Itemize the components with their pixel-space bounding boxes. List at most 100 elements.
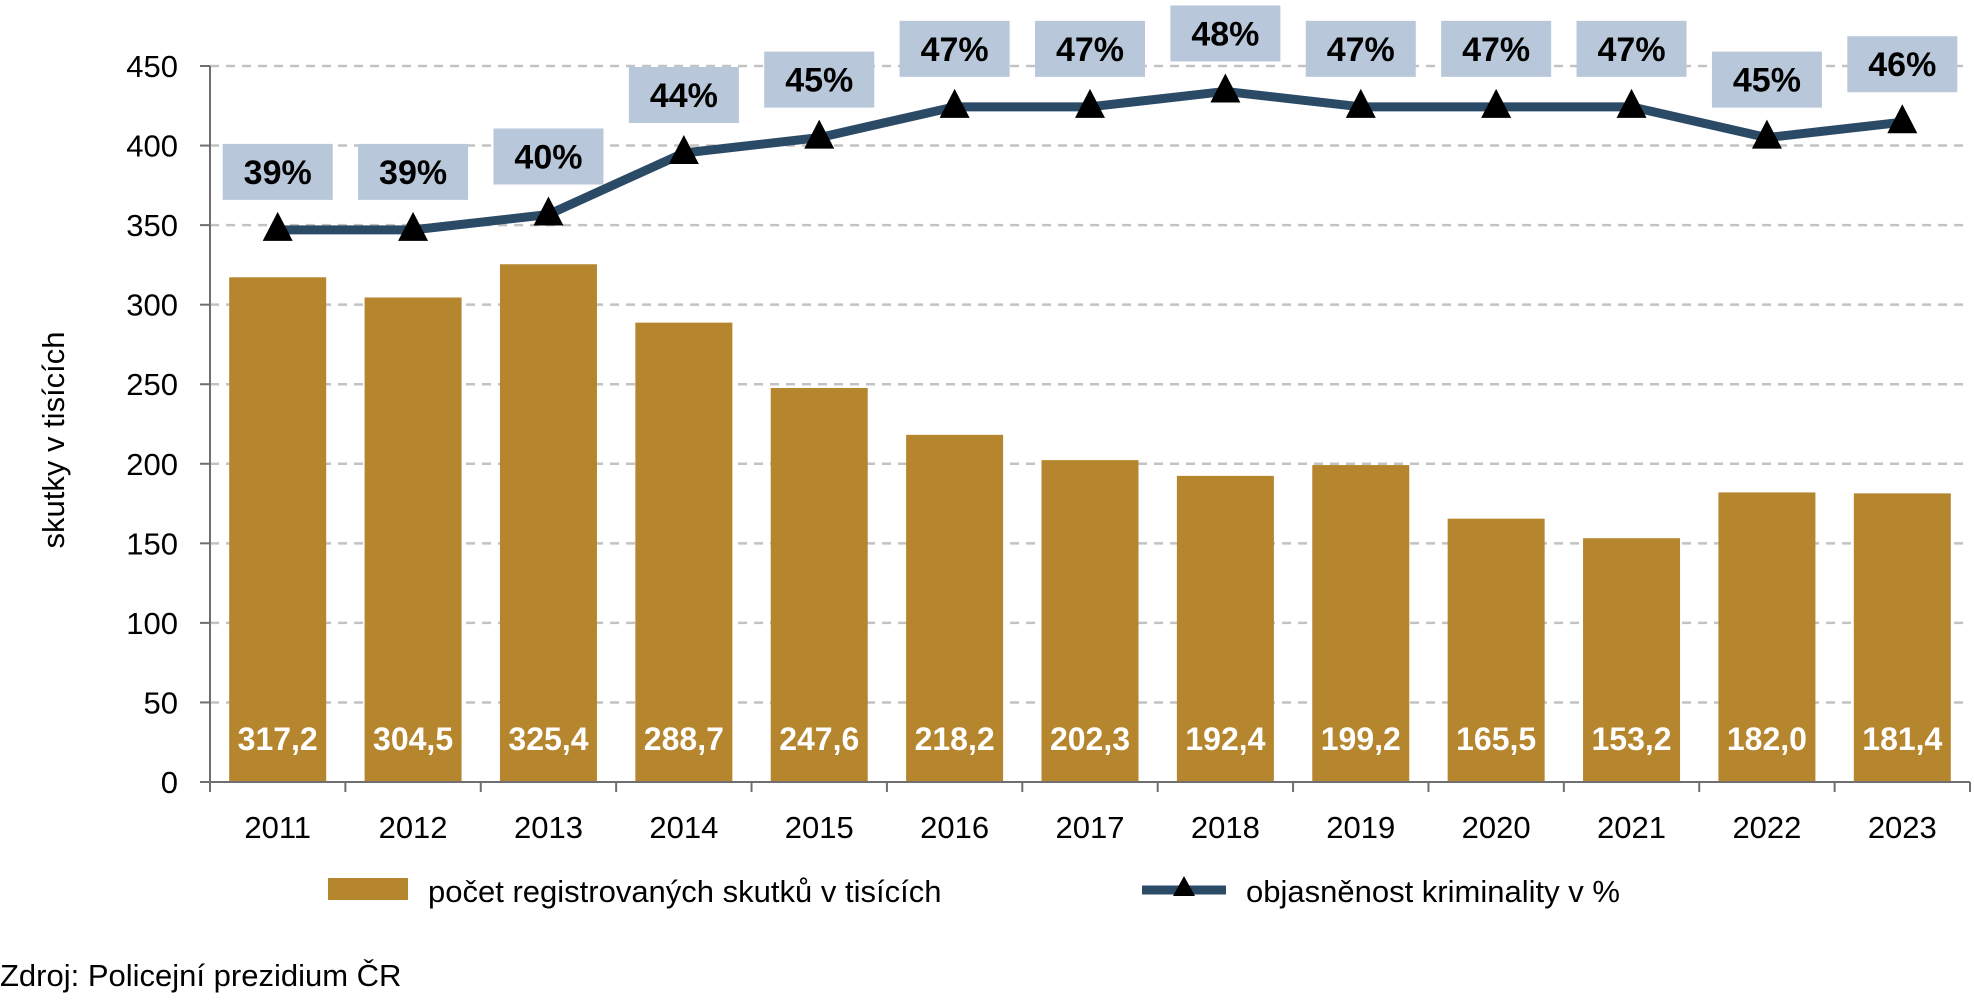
bar — [364, 297, 462, 782]
y-tick-label: 150 — [126, 526, 178, 561]
line-data-label: 46% — [1868, 46, 1936, 84]
y-tick-label: 300 — [126, 288, 178, 323]
line-data-label: 40% — [514, 139, 582, 177]
bar — [1853, 493, 1951, 782]
y-tick-label: 100 — [126, 606, 178, 641]
line-marker-triangle — [1345, 88, 1376, 118]
bar-data-label: 192,4 — [1185, 721, 1265, 757]
line-marker-triangle — [262, 211, 293, 241]
y-tick-label: 250 — [126, 367, 178, 402]
legend: počet registrovaných skutků v tisících o… — [328, 874, 1620, 909]
x-tick-label: 2023 — [1868, 810, 1937, 845]
y-tick-label: 350 — [126, 208, 178, 243]
y-axis-tick-labels: 0 50 100 150 200 250 300 350 400 450 — [126, 49, 178, 800]
bar-data-label: 202,3 — [1050, 721, 1130, 757]
bar — [1718, 492, 1816, 782]
x-tick-label: 2015 — [785, 810, 854, 845]
x-tick-label: 2014 — [649, 810, 718, 845]
bar-data-label: 288,7 — [644, 721, 724, 757]
line-data-label: 47% — [1056, 31, 1124, 69]
line-data-label-box — [1441, 20, 1552, 77]
line-marker-triangle — [533, 196, 564, 226]
x-tick-label: 2018 — [1191, 810, 1260, 845]
line-marker-triangle — [939, 88, 970, 118]
bar — [1176, 475, 1274, 782]
bar-data-label: 153,2 — [1591, 721, 1671, 757]
line-marker-triangle — [668, 134, 699, 164]
line-marker-triangle — [1075, 88, 1105, 118]
x-tick-label: 2019 — [1326, 810, 1395, 845]
x-tick-label: 2012 — [379, 810, 448, 845]
line-data-label-box — [899, 20, 1010, 77]
bar-data-label: 304,5 — [373, 721, 453, 757]
legend-line-marker — [1173, 876, 1195, 896]
y-tick-label: 400 — [126, 129, 178, 164]
bar — [1583, 538, 1681, 782]
line-marker-triangle — [1481, 88, 1512, 118]
bar-data-label: 218,2 — [915, 721, 995, 757]
legend-bar-label: počet registrovaných skutků v tisících — [428, 874, 941, 909]
line-data-label: 47% — [1327, 31, 1395, 69]
line-data-label: 47% — [1462, 31, 1530, 69]
y-axis-title: skutky v tisících — [36, 331, 71, 548]
line-data-label: 44% — [650, 77, 718, 115]
x-axis-tick-labels: 2011 2012 2013 2014 2015 2016 2017 2018 2019 2020… — [244, 810, 1936, 845]
line-data-label-box — [764, 51, 875, 108]
line-data-label: 47% — [1598, 31, 1666, 69]
bar-series — [229, 264, 1951, 782]
line-data-label: 48% — [1191, 15, 1259, 53]
x-tick-label: 2020 — [1462, 810, 1531, 845]
line-marker-triangle — [1887, 104, 1918, 134]
line-marker-triangle — [1210, 73, 1241, 103]
line-data-labels: 39% 39% 40% 44% 45% 47% 47% 48% 47% 47% 47% 45% 46% — [222, 5, 1958, 200]
line-data-label-box — [1170, 5, 1281, 62]
bar — [499, 264, 597, 782]
bar-data-label: 181,4 — [1862, 721, 1942, 757]
bar-data-label: 325,4 — [508, 721, 588, 757]
line-series — [262, 73, 1918, 241]
line-data-label-box — [222, 143, 333, 200]
line-data-label-box — [628, 66, 739, 123]
line-data-label: 47% — [921, 31, 989, 69]
line-data-label: 39% — [379, 154, 447, 192]
line-marker-triangle — [1616, 88, 1647, 118]
x-tick-label: 2022 — [1732, 810, 1801, 845]
bar-data-label: 165,5 — [1456, 721, 1536, 757]
line-data-label: 39% — [244, 154, 312, 192]
line-data-label: 45% — [1733, 62, 1801, 100]
bar — [229, 277, 327, 782]
bar-data-label: 182,0 — [1727, 721, 1807, 757]
y-tick-label: 450 — [126, 49, 178, 84]
line-data-label-box — [1711, 51, 1822, 108]
line-data-label-box — [1576, 20, 1687, 77]
line-data-label-box — [1847, 36, 1958, 93]
x-tick-label: 2013 — [514, 810, 583, 845]
y-tick-label: 50 — [144, 685, 178, 720]
bar-data-labels: 317,2 304,5 325,4 288,7 247,6 218,2 202,3 192,4… — [238, 721, 1943, 757]
bar — [1447, 518, 1545, 782]
bar — [1041, 460, 1139, 782]
line-marker-triangle — [398, 211, 429, 241]
line-data-label-box — [358, 143, 469, 200]
line-data-label-box — [493, 128, 604, 185]
bar-data-label: 199,2 — [1321, 721, 1401, 757]
bar-data-label: 317,2 — [238, 721, 318, 757]
line-data-label-box — [1035, 20, 1145, 77]
y-tick-label: 0 — [161, 765, 178, 800]
bar — [770, 388, 868, 782]
line-data-label-box — [1305, 20, 1416, 77]
x-tick-label: 2017 — [1056, 810, 1125, 845]
line-marker-triangle — [804, 119, 835, 149]
axes — [200, 65, 1971, 792]
line-marker-triangle — [1751, 119, 1782, 149]
line-data-label: 45% — [785, 62, 853, 100]
legend-bar-swatch — [328, 878, 408, 900]
bar — [906, 434, 1004, 782]
y-tick-label: 200 — [126, 447, 178, 482]
source-note: Zdroj: Policejní prezidium ČR — [0, 958, 402, 993]
x-tick-label: 2011 — [244, 810, 311, 845]
x-tick-label: 2016 — [920, 810, 989, 845]
bar — [1312, 465, 1410, 782]
bar — [635, 322, 733, 782]
